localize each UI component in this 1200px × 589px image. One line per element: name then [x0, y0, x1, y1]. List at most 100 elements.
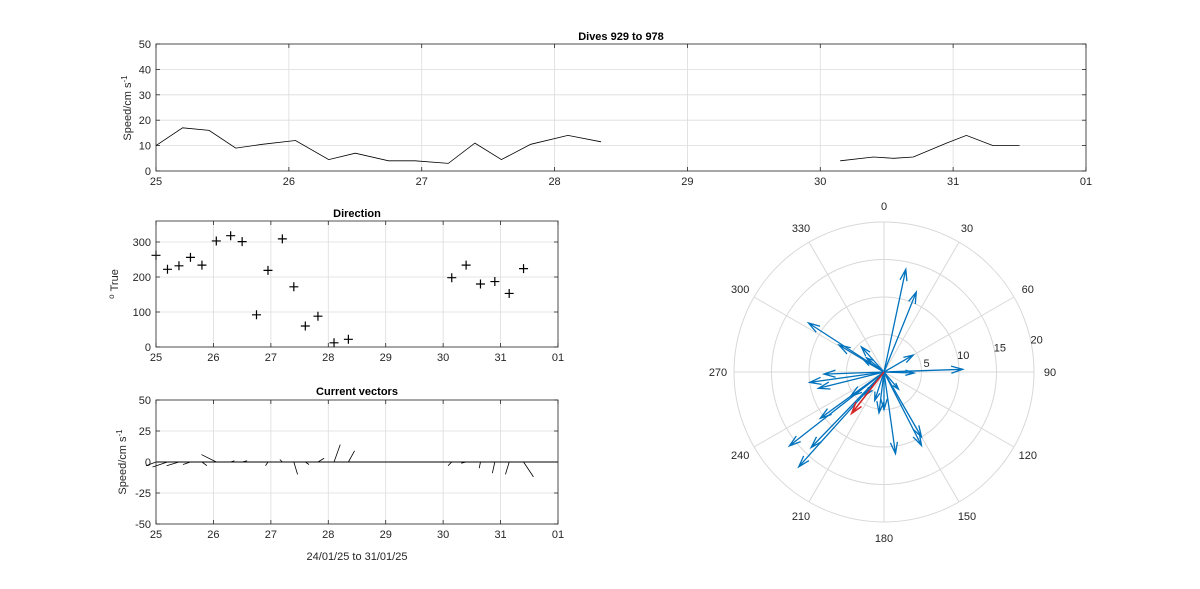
speed-title: Dives 929 to 978	[578, 31, 664, 43]
compass-spoke	[808, 371, 885, 503]
direction-point	[211, 236, 221, 246]
vectors-axes-box	[155, 399, 559, 525]
x-tick-label: 26	[207, 352, 219, 364]
compass-arrow	[862, 359, 885, 373]
current-vector	[505, 461, 510, 475]
y-tick-label: 50	[139, 395, 151, 407]
x-tick-label: 31	[494, 529, 506, 541]
y-tick-label: 20	[139, 115, 151, 127]
compass-arrow	[859, 345, 885, 373]
vectors-panel: 25 26 27 28 29 30 31 01 -50 -25 0 25 50 Current vect…	[115, 386, 564, 563]
current-vector	[201, 461, 208, 467]
compass-arrow	[809, 371, 885, 450]
compass-angle-label: 240	[731, 450, 749, 462]
direction-point	[226, 231, 236, 241]
vectors-tick-labels: 25 26 27 28 29 30 31 01 -50 -25 0 25 50	[135, 395, 564, 541]
compass-spoke	[808, 241, 885, 373]
y-tick-label: 50	[139, 39, 151, 51]
current-vector	[461, 461, 467, 464]
speed-ylabel-sup: -1	[120, 75, 129, 83]
direction-point	[461, 260, 471, 270]
speed-ylabel-text: Speed/cm s	[122, 82, 134, 141]
speed-axes-background	[156, 44, 1086, 171]
direction-point	[447, 273, 457, 283]
compass-arrow	[787, 371, 885, 448]
direction-point	[263, 265, 273, 275]
current-vector	[305, 461, 310, 465]
x-tick-label: 29	[380, 352, 392, 364]
x-tick-label: 26	[207, 529, 219, 541]
compass-spoke	[883, 371, 1015, 448]
compass-angle-label: 150	[958, 511, 976, 523]
direction-point	[277, 234, 287, 244]
y-tick-label: 40	[139, 64, 151, 76]
y-tick-label: 300	[133, 237, 151, 249]
compass-radius-label: 10	[957, 350, 969, 362]
direction-point	[475, 279, 485, 289]
current-vector	[152, 461, 168, 468]
direction-point	[289, 282, 299, 292]
compass-arrow	[883, 267, 908, 373]
compass-arrows	[787, 267, 965, 469]
direction-point	[174, 261, 184, 271]
compass-arrow	[821, 369, 885, 378]
compass-radius-label: 20	[1030, 335, 1042, 347]
compass-mean-arrow	[850, 371, 885, 416]
compass-arrow	[848, 371, 885, 398]
compass-arrow	[883, 365, 965, 374]
direction-point	[300, 321, 310, 331]
current-vector	[348, 450, 355, 463]
x-tick-label: 01	[552, 529, 564, 541]
x-tick-label: 25	[150, 352, 162, 364]
compass-arrow	[874, 371, 885, 403]
current-vector	[242, 460, 248, 463]
compass-spoke	[753, 371, 885, 448]
y-tick-label: 100	[133, 307, 151, 319]
compass-grid	[733, 221, 1035, 523]
y-tick-label: 0	[145, 342, 151, 354]
x-tick-label: 29	[380, 529, 392, 541]
current-vector	[333, 444, 341, 463]
speed-ylabel: Speed/cm s-1	[120, 75, 134, 141]
x-tick-label: 29	[681, 176, 693, 188]
current-vector	[230, 460, 235, 463]
speed-series	[155, 127, 1020, 164]
speed-panel: 25 26 27 28 29 30 31 01 0 10 20 30 40 50 Dives 929 to…	[120, 31, 1092, 188]
direction-point	[504, 288, 514, 298]
compass-arrow	[883, 289, 918, 373]
speed-line	[155, 127, 602, 164]
y-tick-label: 25	[139, 426, 151, 438]
x-tick-label: 31	[947, 176, 959, 188]
compass-angle-label: 210	[792, 511, 810, 523]
compass-panel: 0 30 60 90 120 150 180 210 240 270 300 330 5 10 15 20	[709, 201, 1056, 545]
x-tick-label: 26	[283, 176, 295, 188]
vectors-ylabel: Speed/cm s-1	[115, 429, 129, 495]
y-tick-label: -25	[135, 488, 151, 500]
x-tick-label: 28	[322, 352, 334, 364]
y-tick-label: 30	[139, 90, 151, 102]
compass-arrow	[883, 371, 923, 439]
compass-spoke	[883, 241, 960, 373]
compass-arrow	[883, 371, 899, 456]
x-tick-label: 01	[552, 352, 564, 364]
direction-point	[252, 310, 261, 320]
direction-point	[490, 277, 500, 287]
direction-ylabel-text: True	[109, 269, 121, 291]
y-tick-label: 200	[133, 272, 151, 284]
speed-axes-box	[155, 43, 1087, 172]
x-tick-label: 27	[265, 352, 277, 364]
y-tick-label: 10	[139, 141, 151, 153]
current-vector	[279, 459, 283, 463]
vectors-sticks	[145, 444, 558, 478]
current-vector	[265, 461, 269, 466]
y-tick-label: 0	[145, 457, 151, 469]
current-vector	[182, 461, 191, 465]
direction-point	[313, 311, 323, 321]
compass-arrow	[876, 371, 885, 416]
direction-point	[185, 252, 195, 262]
direction-point	[197, 260, 207, 270]
current-vector	[478, 461, 481, 469]
current-vector	[166, 461, 180, 467]
x-tick-label: 30	[814, 176, 826, 188]
